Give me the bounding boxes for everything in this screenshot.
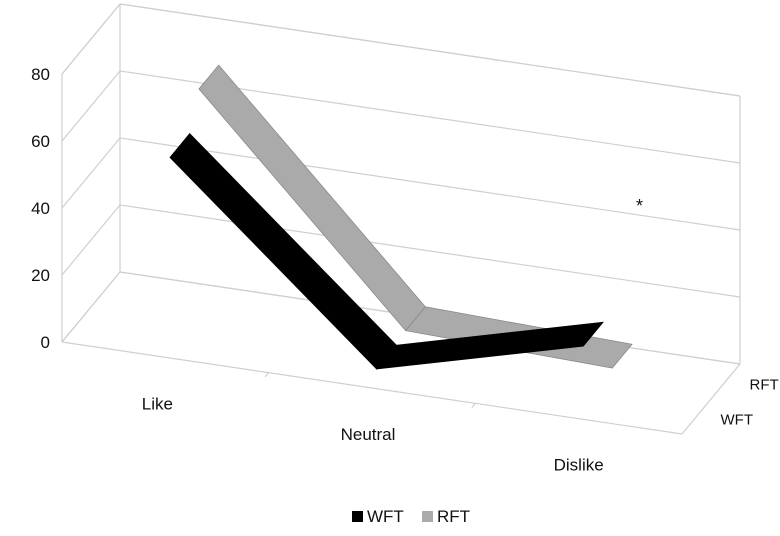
ribbon-segment [375,321,604,370]
depth-labels: RFT WFT [721,377,779,429]
gridline [61,137,741,231]
gridline [61,3,741,97]
category-label: Neutral [341,425,396,444]
depth-label: WFT [721,412,753,429]
legend-label: WFT [367,507,404,526]
category-tick [471,402,476,408]
wall-edge [681,363,741,435]
legend-swatch [352,511,363,522]
depth-label: RFT [750,377,779,394]
y-tick-label: 80 [31,65,50,84]
y-tick-label: 60 [31,132,50,151]
category-labels: Like Neutral Dislike [142,394,604,474]
y-tick-label: 40 [31,199,50,218]
y-tick-label: 20 [31,266,50,285]
wall-edge [61,341,683,435]
chart-walls [61,3,741,435]
legend-swatch [422,511,433,522]
gridline [61,70,741,164]
series-ribbons [169,64,633,370]
legend: WFT RFT [352,507,470,526]
category-label: Like [142,394,173,413]
category-tick [264,372,270,378]
legend-label: RFT [437,507,470,526]
y-axis-ticks: 0 20 40 60 80 [31,65,50,352]
category-label: Dislike [554,456,604,475]
gridline [61,204,741,298]
y-tick-label: 0 [41,333,50,352]
series-ribbon [169,133,604,370]
significance-annotation: * [636,196,643,216]
